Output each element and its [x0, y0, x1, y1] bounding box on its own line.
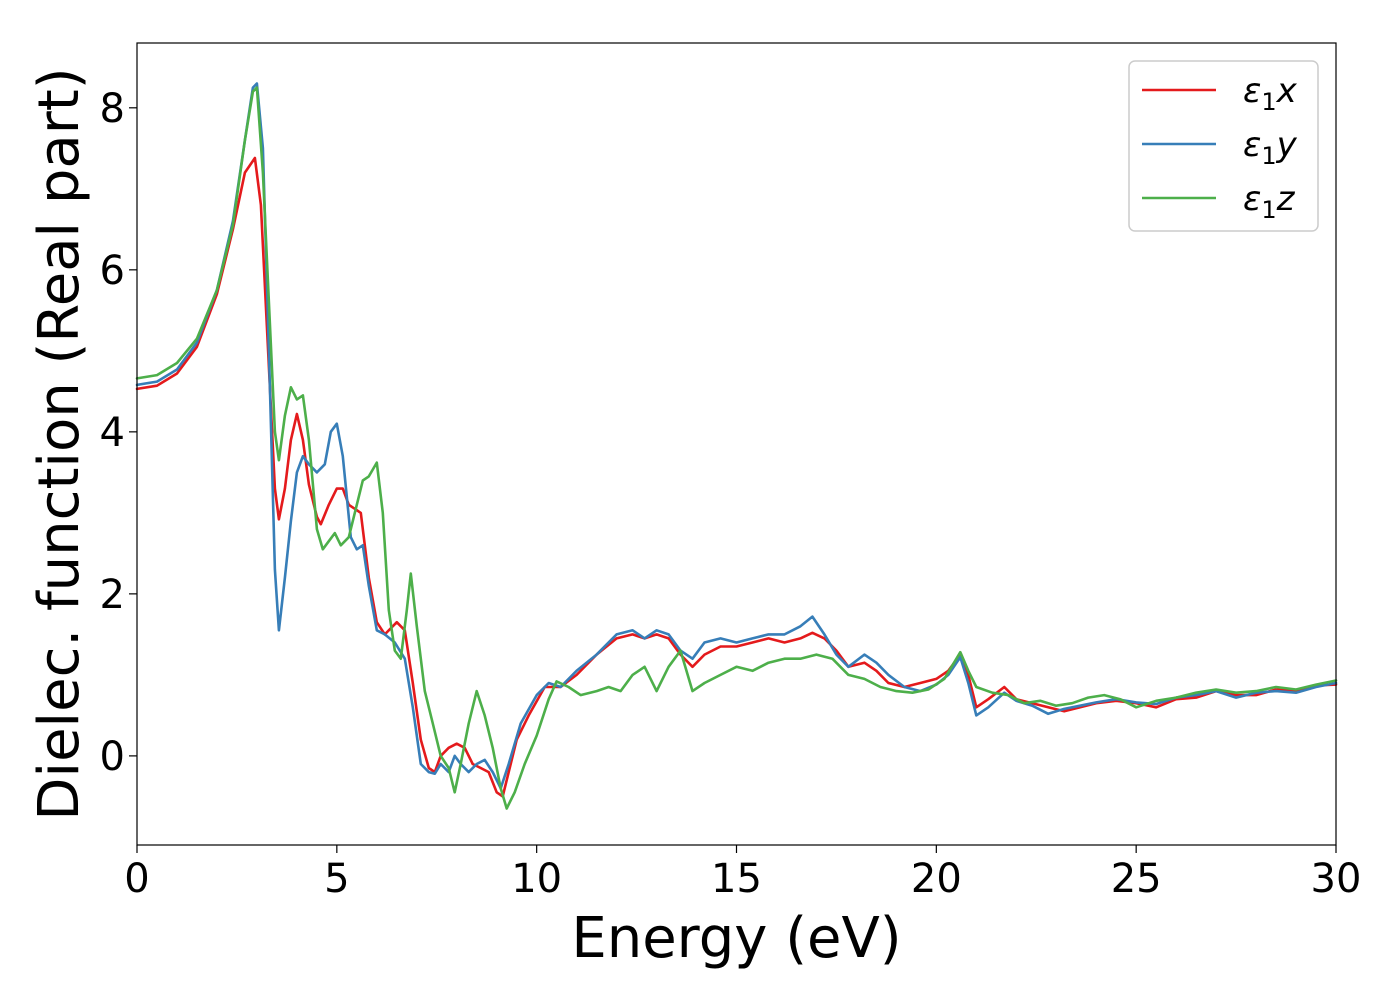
y-axis-label: Dielec. function (Real part) — [27, 67, 92, 820]
y-tick-label: 4 — [100, 410, 125, 456]
legend-label-suffix: z — [1276, 179, 1296, 219]
y-axis-ticks: 0 2 4 6 8 — [100, 86, 137, 780]
legend-label: ε1z — [1243, 179, 1296, 224]
legend-label-base: ε — [1243, 71, 1261, 111]
x-tick-label: 30 — [1311, 856, 1362, 902]
legend-label: ε1y — [1243, 125, 1298, 170]
x-tick-label: 25 — [1111, 856, 1162, 902]
x-axis-label: Energy (eV) — [571, 906, 901, 971]
legend-label-suffix: x — [1276, 71, 1298, 111]
y-tick-label: 2 — [100, 572, 125, 618]
legend-box — [1128, 60, 1319, 232]
series-line-3 — [135, 86, 1338, 810]
x-axis-ticks: 0 5 10 15 20 25 30 — [124, 845, 1361, 902]
y-tick-label: 6 — [100, 248, 125, 294]
legend-label: ε1x — [1243, 71, 1298, 116]
x-tick-label: 5 — [324, 856, 349, 902]
y-tick-label: 8 — [100, 86, 125, 132]
legend-label-suffix: y — [1276, 125, 1298, 165]
y-tick-label: 0 — [100, 734, 125, 780]
x-tick-label: 10 — [511, 856, 562, 902]
legend-label-subscript: 1 — [1261, 88, 1276, 116]
x-tick-label: 0 — [124, 856, 149, 902]
legend-label-base: ε — [1243, 179, 1261, 219]
legend-label-subscript: 1 — [1261, 142, 1276, 170]
legend-label-base: ε — [1243, 125, 1261, 165]
legend-label-subscript: 1 — [1261, 196, 1276, 224]
x-tick-label: 15 — [711, 856, 762, 902]
x-tick-label: 20 — [911, 856, 962, 902]
plot-lines — [135, 82, 1338, 810]
